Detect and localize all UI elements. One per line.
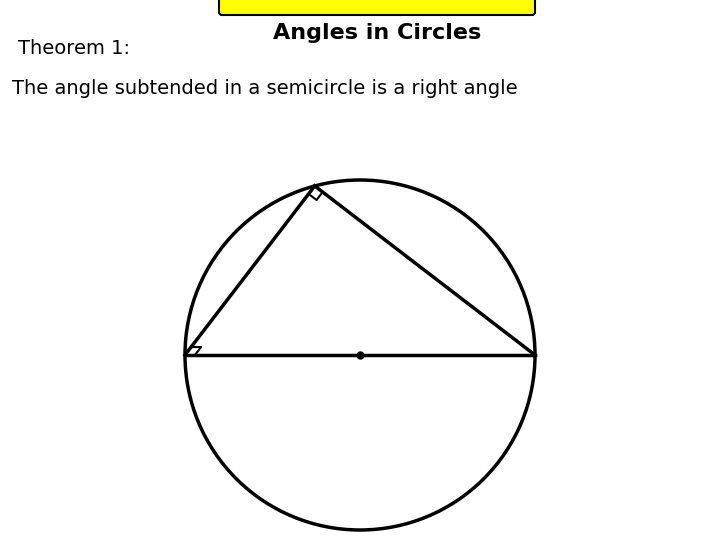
- Text: Angles in Circles: Angles in Circles: [273, 23, 481, 43]
- Text: The angle subtended in a semicircle is a right angle: The angle subtended in a semicircle is a…: [12, 78, 518, 98]
- Text: Theorem 1:: Theorem 1:: [18, 38, 130, 57]
- FancyBboxPatch shape: [219, 0, 535, 15]
